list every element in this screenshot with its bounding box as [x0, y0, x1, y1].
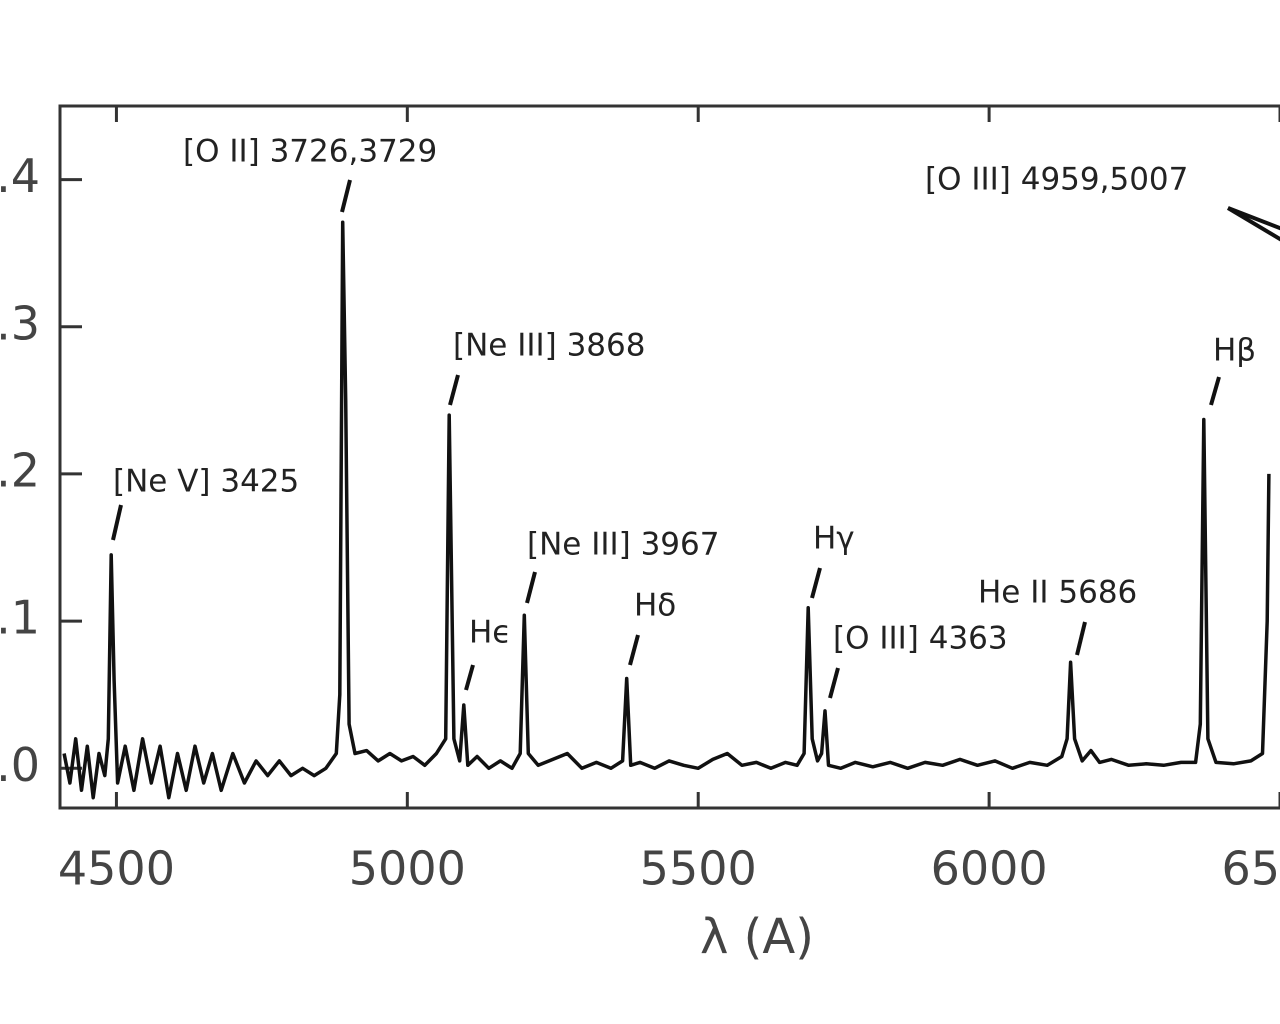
annotation-pointer: [340, 179, 352, 213]
x-tick-label: 6000: [931, 842, 1048, 896]
annotation-pointer: [810, 567, 822, 599]
line-annotation: Hγ: [813, 521, 855, 557]
x-axis-label: λ (A): [700, 909, 814, 965]
line-annotation: [Ne III] 3868: [453, 328, 645, 364]
x-tick-label: 4500: [58, 842, 175, 896]
y-tick-label: 0.0: [0, 738, 40, 792]
annotation-pointer: [525, 571, 537, 604]
line-annotation: [Ne V] 3425: [113, 464, 299, 500]
line-annotation: He II 5686: [978, 575, 1137, 611]
line-annotation: [O III] 4959,5007: [925, 162, 1188, 198]
line-annotation: [O III] 4363: [833, 621, 1008, 657]
plot-frame: [58, 104, 1280, 810]
annotation-pointer: [628, 634, 640, 666]
x-tick-label: 5000: [349, 842, 466, 896]
annotation-pointer: [1075, 621, 1087, 656]
y-tick-label: 0.3: [0, 296, 40, 350]
annotation-pointer: [464, 664, 475, 691]
line-annotation: Hδ: [634, 588, 676, 624]
spectrum-line: [62, 220, 1271, 800]
y-tick-label: 0.1: [0, 591, 40, 645]
line-annotation: [Ne III] 3967: [527, 527, 719, 563]
line-annotation: Hϵ: [469, 615, 511, 651]
line-annotation: Hβ: [1213, 333, 1256, 369]
y-tick-label: 0.4: [0, 149, 40, 203]
x-tick-label: 5500: [640, 842, 757, 896]
annotation-pointer: [448, 374, 460, 406]
x-tick-label: 6500: [1221, 842, 1280, 896]
annotation-pointer: [111, 504, 123, 541]
annotation-pointer: [1209, 376, 1221, 406]
y-tick-label: 0.2: [0, 443, 40, 497]
line-annotation: [O II] 3726,3729: [183, 134, 437, 170]
annotation-pointer: [828, 667, 840, 699]
